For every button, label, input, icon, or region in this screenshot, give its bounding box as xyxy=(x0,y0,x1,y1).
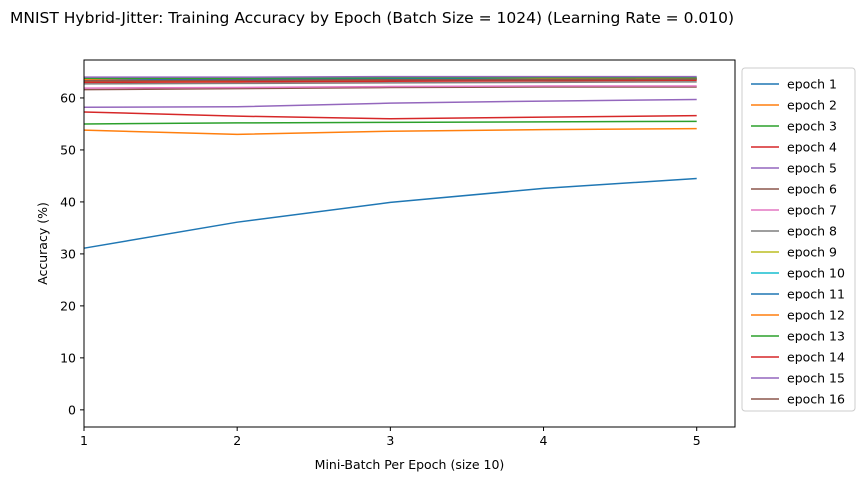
legend-label-epoch-15: epoch 15 xyxy=(787,371,845,386)
legend-label-epoch-9: epoch 9 xyxy=(787,245,837,260)
legend-label-epoch-11: epoch 11 xyxy=(787,287,845,302)
y-tick-label: 20 xyxy=(60,298,76,313)
x-axis: 1 2 3 4 5 xyxy=(80,427,701,448)
series-line-epoch-1 xyxy=(83,177,697,249)
series-line-epoch-3 xyxy=(83,120,697,125)
x-tick-label: 2 xyxy=(233,433,241,448)
legend: epoch 1 epoch 2 epoch 3 epoch 4 epoch 5 epoch… xyxy=(741,67,856,412)
legend-label-epoch-2: epoch 2 xyxy=(787,98,837,113)
y-tick-label: 60 xyxy=(60,90,76,105)
y-tick-label: 30 xyxy=(60,246,76,261)
legend-label-epoch-6: epoch 6 xyxy=(787,182,837,197)
y-tick-label: 50 xyxy=(60,142,76,157)
series-line-epoch-6 xyxy=(83,86,697,91)
x-tick-label: 1 xyxy=(80,433,88,448)
plot-lines xyxy=(83,75,697,249)
legend-label-epoch-4: epoch 4 xyxy=(787,140,837,155)
y-axis-label: Accuracy (%) xyxy=(35,202,50,285)
y-tick-label: 10 xyxy=(60,350,76,365)
legend-label-epoch-8: epoch 8 xyxy=(787,224,837,239)
legend-label-epoch-5: epoch 5 xyxy=(787,161,837,176)
legend-label-epoch-7: epoch 7 xyxy=(787,203,837,218)
series-line-epoch-8 xyxy=(83,81,697,85)
x-axis-label: Mini-Batch Per Epoch (size 10) xyxy=(315,457,505,472)
legend-label-epoch-10: epoch 10 xyxy=(787,266,845,281)
plot-frame xyxy=(83,59,736,428)
legend-frame xyxy=(741,67,856,412)
legend-label-epoch-16: epoch 16 xyxy=(787,392,845,407)
legend-label-epoch-1: epoch 1 xyxy=(787,77,837,92)
series-line-epoch-13 xyxy=(84,76,697,79)
legend-label-epoch-13: epoch 13 xyxy=(787,329,845,344)
x-tick-label: 5 xyxy=(693,433,701,448)
series-line-epoch-15 xyxy=(84,75,697,78)
series-line-epoch-7 xyxy=(83,85,697,89)
y-axis: 0 10 20 30 40 50 60 xyxy=(60,90,84,417)
series-line-epoch-4 xyxy=(83,111,697,120)
legend-label-epoch-12: epoch 12 xyxy=(787,308,845,323)
series-line-epoch-2 xyxy=(83,127,697,136)
legend-label-epoch-14: epoch 14 xyxy=(787,350,845,365)
series-line-epoch-5 xyxy=(83,98,697,109)
series-line-epoch-16 xyxy=(83,78,697,82)
x-tick-label: 4 xyxy=(540,433,548,448)
legend-label-epoch-3: epoch 3 xyxy=(787,119,837,134)
chart-title: MNIST Hybrid-Jitter: Training Accuracy b… xyxy=(10,9,734,27)
y-tick-label: 40 xyxy=(60,194,76,209)
y-tick-label: 0 xyxy=(68,402,76,417)
series-line-epoch-14 xyxy=(83,79,697,84)
x-tick-label: 3 xyxy=(386,433,394,448)
